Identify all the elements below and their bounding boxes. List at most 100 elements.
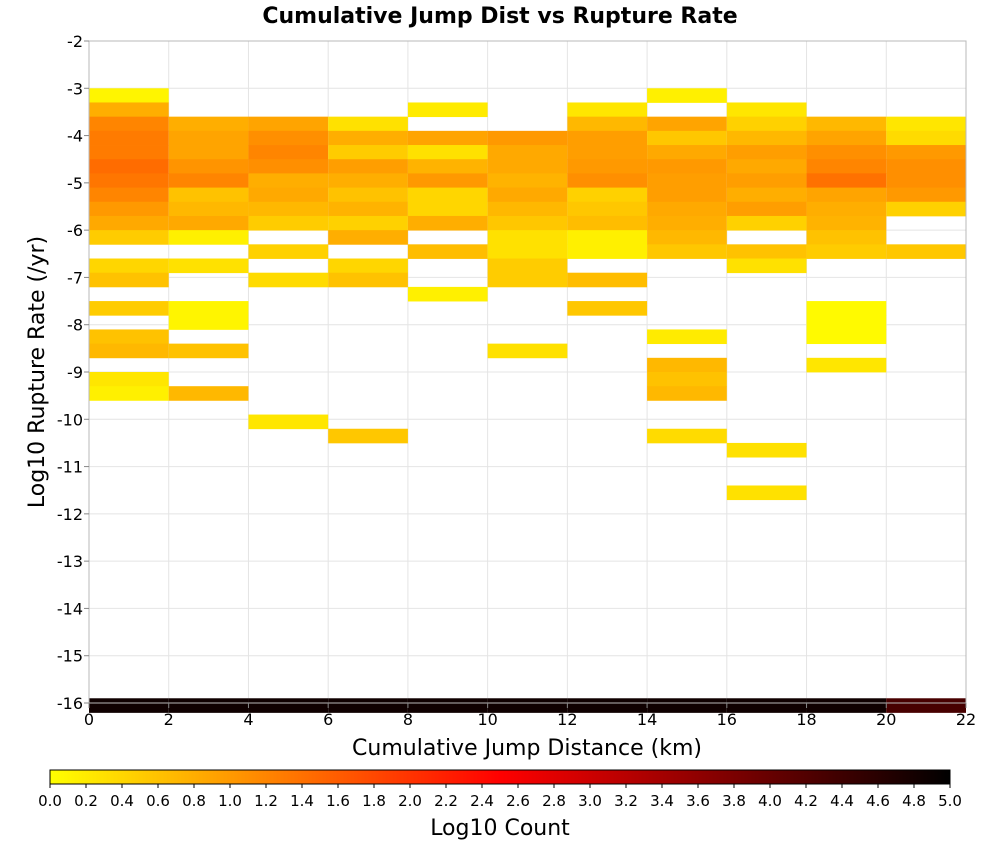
y-axis-label: Log10 Rupture Rate (/yr) [25,236,50,508]
heatmap-cell [407,286,488,302]
heatmap-cell [806,230,887,245]
heatmap-cell [89,386,169,401]
colorbar-tick-label: 0.0 [38,792,62,810]
x-tick-label: 14 [637,710,657,729]
heatmap-cell [806,698,887,713]
heatmap-cell [806,130,887,146]
chart-title: Cumulative Jump Dist vs Rupture Rate [262,4,737,29]
heatmap-cell [168,187,249,203]
heatmap-cell [89,272,169,288]
heatmap-cell [806,244,887,259]
heatmap-cell [806,201,887,217]
heatmap-cell [567,102,648,118]
colorbar-ticks: 0.0 0.2 0.4 0.6 0.8 1.0 1.2 1.4 1.6 1.8 2.0 2.2 2.4 2… [38,784,962,810]
heatmap-cell [567,272,648,288]
y-tick-label: -10 [57,410,83,429]
heatmap-cell [567,201,648,217]
heatmap-cell [647,698,727,713]
colorbar-tick-label: 3.0 [578,792,602,810]
heatmap-cell [407,244,488,259]
heatmap-cell [89,343,169,359]
heatmap-cell [328,159,408,174]
heatmap-cell [806,357,887,373]
colorbar-tick-label: 0.2 [74,792,98,810]
heatmap-cell [726,116,807,132]
x-tick-label: 2 [164,710,174,729]
heatmap-cell [726,201,807,217]
colorbar-tick-label: 3.2 [614,792,638,810]
heatmap-cell [647,116,727,132]
heatmap-cell [89,130,169,146]
heatmap-cell [248,159,329,174]
colorbar-label: Log10 Count [430,816,570,841]
heatmap-cell [487,258,568,274]
heatmap-cell [248,187,329,203]
heatmap-cell [886,244,966,259]
heatmap-cell [886,698,966,713]
y-tick-label: -2 [67,32,83,51]
y-tick-label: -11 [57,458,83,477]
y-tick-label: -8 [67,316,83,335]
heatmap-cell [806,315,887,330]
heatmap-cell [248,116,329,132]
heatmap-cell [487,187,568,203]
x-tick-label: 12 [557,710,577,729]
heatmap-cell [886,159,966,174]
x-tick-label: 20 [876,710,896,729]
heatmap-cell [328,130,408,146]
heatmap-cell [487,343,568,359]
heatmap-cell [248,173,329,188]
colorbar-tick-label: 1.6 [326,792,350,810]
heatmap-cell [647,130,727,146]
colorbar-tick-label: 0.4 [110,792,134,810]
heatmap-cell [328,698,408,713]
heatmap-cell [248,272,329,288]
heatmap-cell [806,215,887,231]
heatmap-cell [328,428,408,444]
heatmap-cell [726,485,807,501]
heatmap-cell [487,230,568,245]
heatmap-cell [487,215,568,231]
heatmap-cell [647,357,727,373]
heatmap-cell [886,145,966,160]
heatmap-cells [89,88,966,713]
heatmap-cell [726,244,807,259]
heatmap-cell [89,301,169,316]
heatmap-cell [248,201,329,217]
heatmap-cell [647,88,727,103]
heatmap-cell [487,244,568,259]
heatmap-cell [407,215,488,231]
heatmap-cell [726,698,807,713]
y-tick-label: -4 [67,127,83,146]
heatmap-cell [248,145,329,160]
x-tick-label: 22 [956,710,976,729]
heatmap-cell [647,244,727,259]
y-tick-label: -5 [67,174,83,193]
heatmap-cell [886,187,966,203]
heatmap-cell [567,187,648,203]
heatmap-cell [567,116,648,132]
heatmap-cell [89,145,169,160]
heatmap-cell [328,145,408,160]
y-tick-label: -14 [57,599,83,618]
heatmap-cell [647,372,727,387]
colorbar-tick-label: 3.6 [686,792,710,810]
heatmap-cell [328,230,408,245]
heatmap-cell [168,315,249,330]
heatmap-cell [248,698,329,713]
heatmap-cell [407,698,488,713]
heatmap-cell [567,173,648,188]
colorbar-tick-label: 3.4 [650,792,674,810]
heatmap-cell [328,201,408,217]
heatmap-cell [726,215,807,231]
heatmap-cell [168,130,249,146]
colorbar-tick-label: 2.2 [434,792,458,810]
heatmap-cell [407,102,488,118]
colorbar-tick-label: 1.0 [218,792,242,810]
heatmap-cell [647,173,727,188]
colorbar-tick-label: 2.8 [542,792,566,810]
heatmap-cell [567,215,648,231]
colorbar-tick-label: 0.8 [182,792,206,810]
heatmap-cell [647,159,727,174]
